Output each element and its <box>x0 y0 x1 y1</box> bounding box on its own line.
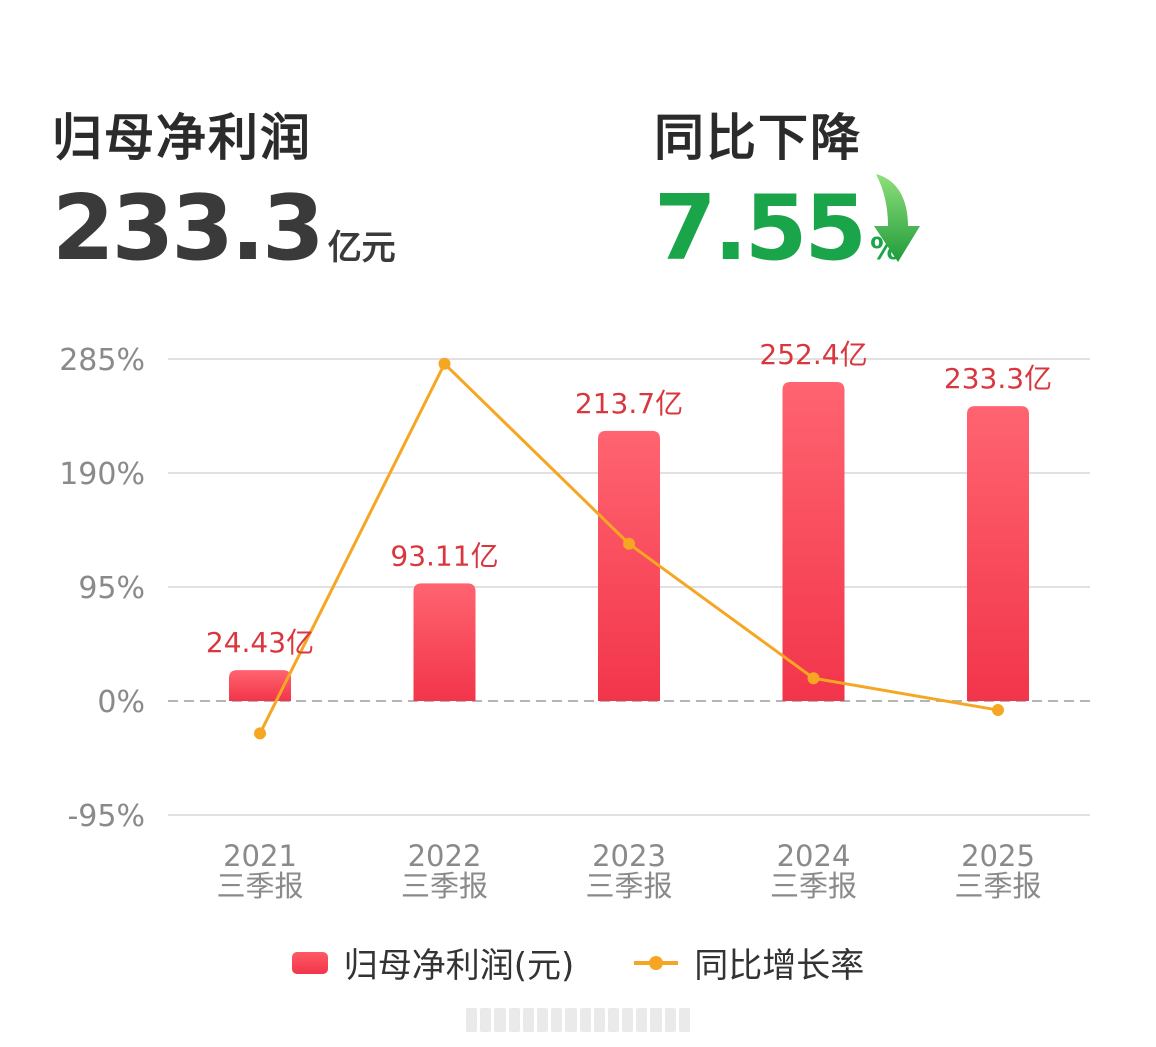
bar-value-label: 24.43亿 <box>206 626 314 659</box>
legend-item-growth: 同比增长率 <box>634 938 864 987</box>
grid-layer: 285% 190% 95% 0% -95% <box>59 343 1090 834</box>
line-layer <box>254 357 1004 740</box>
profit-chart: 285% 190% 95% 0% -95% 24.43亿 93.11亿 213.7亿 252.… <box>59 338 1090 903</box>
x-tick-label: 2022 <box>408 839 482 873</box>
x-tick-label: 三季报 <box>770 869 857 903</box>
bar-layer <box>229 382 1029 701</box>
x-tick-label: 2025 <box>961 839 1035 873</box>
bar-value-label: 252.4亿 <box>759 338 867 371</box>
legend-label-growth: 同比增长率 <box>694 946 865 986</box>
scroll-indicator <box>466 1008 690 1032</box>
net-profit-value-wrap: 233.3 亿元 <box>52 184 396 274</box>
bar-value-label: 93.11亿 <box>390 539 498 572</box>
bar-value-label: 233.3亿 <box>944 362 1052 395</box>
down-arrow-icon <box>874 174 920 262</box>
legend-label-profit: 归母净利润(元) <box>343 946 575 986</box>
x-tick-label: 2024 <box>777 839 851 873</box>
bar <box>413 583 476 701</box>
y-tick-label: 285% <box>59 343 145 378</box>
x-tick-label: 三季报 <box>216 869 303 903</box>
label-layer: 24.43亿93.11亿213.7亿252.4亿233.3亿2021三季报202… <box>206 338 1052 903</box>
legend-bar-swatch <box>291 951 328 974</box>
bar-value-label: 213.7亿 <box>575 387 683 420</box>
growth-point <box>254 727 266 740</box>
bar <box>598 430 660 701</box>
y-tick-label: 95% <box>78 571 145 606</box>
legend-item-profit: 归母净利润(元) <box>291 938 575 987</box>
yoy-change-label: 同比下降 <box>654 109 862 167</box>
net-profit-unit: 亿元 <box>327 228 396 268</box>
x-tick-label: 2021 <box>223 839 297 873</box>
net-profit-label: 归母净利润 <box>52 109 312 167</box>
growth-point <box>807 672 820 685</box>
y-tick-label: -95% <box>67 799 145 834</box>
net-profit-kpi: 归母净利润 233.3 亿元 <box>52 98 396 274</box>
bar <box>782 382 845 701</box>
x-tick-label: 2023 <box>592 839 666 873</box>
growth-point <box>992 704 1004 717</box>
x-tick-label: 三季报 <box>401 869 488 903</box>
yoy-change-kpi: 同比下降 7.55 % <box>654 98 900 274</box>
growth-point <box>623 537 635 550</box>
x-tick-label: 三季报 <box>954 869 1041 903</box>
y-tick-label: 0% <box>97 685 145 720</box>
bar <box>967 406 1029 701</box>
chart-legend: 归母净利润(元) 同比增长率 <box>0 938 1156 987</box>
y-tick-label: 190% <box>59 457 145 492</box>
bar <box>229 670 291 701</box>
net-profit-value: 233.3 <box>52 176 325 281</box>
x-tick-label: 三季报 <box>585 869 672 903</box>
growth-point <box>438 357 451 370</box>
legend-line-swatch <box>634 955 679 970</box>
yoy-change-value: 7.55 <box>654 176 867 281</box>
